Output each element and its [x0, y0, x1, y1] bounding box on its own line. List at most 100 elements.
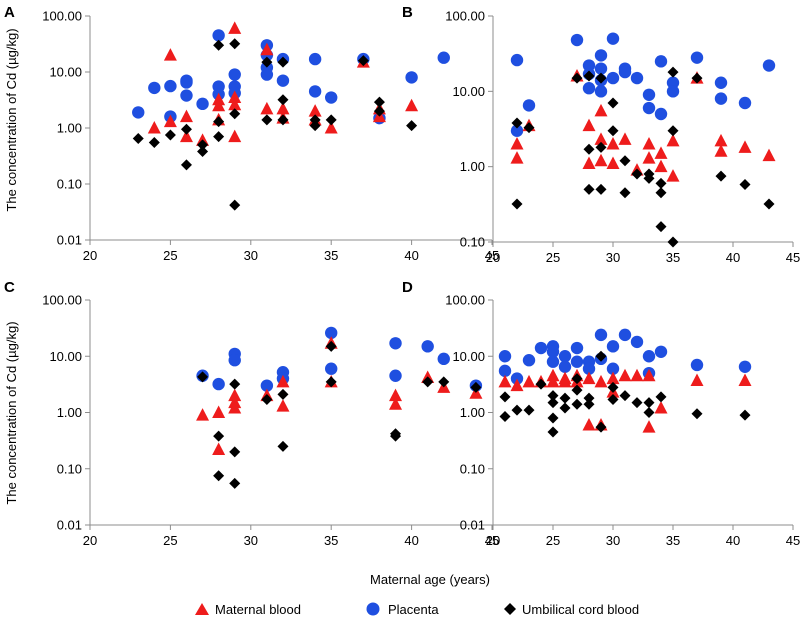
panels: A 0.01 0.10 1.00 10.00 100.00 20 25 30 35 40 45 B 0.1… — [4, 4, 800, 548]
y-tick-label: 0.10 — [57, 461, 82, 476]
placenta-point — [260, 379, 274, 392]
umbilical-cord-blood-point — [643, 407, 655, 418]
legend-label-maternal-blood: Maternal blood — [215, 602, 301, 617]
placenta-point — [308, 85, 322, 98]
maternal-blood-point — [630, 368, 644, 382]
umbilical-cord-blood-point — [261, 394, 273, 406]
placenta-point — [570, 355, 584, 368]
umbilical-cord-blood-point — [325, 340, 337, 352]
panel-label: A — [4, 4, 15, 21]
placenta-point — [228, 354, 241, 367]
umbilical-cord-blood-point — [277, 56, 289, 68]
placenta-point — [582, 362, 596, 375]
umbilical-cord-blood-point — [667, 236, 679, 248]
umbilical-cord-blood-point — [523, 122, 535, 134]
placenta-point — [654, 55, 668, 68]
placenta-point — [498, 364, 512, 378]
umbilical-cord-blood-point — [595, 141, 607, 153]
umbilical-cord-blood-point — [213, 116, 225, 128]
y-tick-label: 0.10 — [460, 235, 485, 250]
placenta-point — [405, 71, 418, 84]
umbilical-cord-blood-point — [511, 404, 523, 416]
placenta-point — [164, 79, 177, 93]
maternal-blood-point — [276, 374, 290, 388]
umbilical-cord-blood-point — [619, 155, 631, 167]
panel-label: C — [4, 279, 15, 296]
x-tick-label: 45 — [485, 533, 499, 548]
maternal-blood-point — [594, 153, 608, 167]
placenta-point — [308, 52, 322, 66]
maternal-blood-point — [606, 136, 620, 150]
maternal-blood-point — [606, 371, 620, 385]
umbilical-cord-blood-point — [583, 392, 595, 404]
umbilical-cord-blood-point — [499, 410, 511, 422]
umbilical-cord-blood-point — [164, 129, 176, 141]
maternal-blood-point — [510, 136, 524, 150]
placenta-point — [690, 358, 704, 372]
umbilical-cord-blood-point — [277, 94, 289, 106]
maternal-blood-point — [558, 371, 572, 385]
umbilical-cord-blood-point — [691, 72, 703, 84]
umbilical-cord-blood-point — [229, 38, 241, 50]
placenta-point — [212, 29, 225, 42]
umbilical-cord-blood-point — [559, 402, 571, 414]
x-tick-label: 30 — [244, 248, 258, 263]
maternal-blood-point — [654, 159, 668, 173]
umbilical-cord-blood-point — [325, 376, 337, 388]
placenta-point — [606, 32, 620, 45]
umbilical-cord-blood-point — [631, 397, 643, 409]
placenta-point — [437, 51, 450, 64]
placenta-point — [642, 88, 656, 101]
umbilical-cord-blood-point — [213, 470, 225, 482]
placenta-point — [325, 362, 338, 375]
umbilical-cord-blood-point — [559, 392, 571, 404]
maternal-blood-point — [276, 101, 290, 115]
y-tick-label: 0.10 — [57, 177, 82, 192]
y-tick-label: 1.00 — [460, 159, 485, 174]
y-tick-label: 100.00 — [445, 9, 485, 24]
placenta-point — [522, 354, 536, 367]
maternal-blood-point — [582, 156, 596, 170]
maternal-blood-point — [179, 109, 193, 123]
placenta-point — [642, 101, 656, 115]
maternal-blood-point — [666, 133, 680, 147]
umbilical-cord-blood-point — [739, 178, 751, 190]
maternal-blood-point — [690, 373, 704, 387]
umbilical-cord-blood-point — [571, 72, 583, 84]
placenta-point — [522, 99, 536, 112]
umbilical-cord-blood-point — [277, 114, 289, 126]
umbilical-cord-blood-point — [595, 421, 607, 433]
umbilical-cord-blood-point — [309, 120, 321, 132]
y-axis-title-bottom: The concentration of Cd (µg/kg) — [4, 321, 19, 504]
maternal-blood-point — [389, 388, 403, 402]
x-tick-label: 35 — [324, 248, 338, 263]
placenta-point — [228, 68, 241, 81]
umbilical-cord-blood-point — [229, 477, 241, 489]
panel-label: B — [402, 4, 413, 21]
umbilical-cord-blood-point — [595, 72, 607, 84]
placenta-point — [654, 345, 668, 358]
placenta-point — [654, 107, 668, 121]
placenta-point — [132, 106, 145, 119]
umbilical-cord-blood-point — [229, 378, 241, 390]
maternal-blood-point — [606, 156, 620, 170]
umbilical-cord-blood-point — [213, 39, 225, 51]
placenta-point — [437, 352, 450, 366]
umbilical-cord-blood-point — [148, 137, 160, 149]
maternal-blood-point — [654, 401, 668, 414]
maternal-blood-point — [228, 129, 242, 143]
umbilical-cord-blood-point — [595, 183, 607, 195]
umbilical-cord-blood-point — [571, 384, 583, 396]
maternal-blood-point — [260, 42, 274, 56]
umbilical-cord-blood-point — [655, 187, 667, 199]
placenta-point — [389, 369, 402, 382]
umbilical-cord-blood-point — [607, 381, 619, 393]
umbilical-cord-blood-point — [390, 430, 402, 442]
x-tick-label: 30 — [244, 533, 258, 548]
x-tick-label: 40 — [404, 248, 418, 263]
umbilical-cord-blood-point — [547, 397, 559, 409]
umbilical-cord-blood-point — [229, 446, 241, 458]
umbilical-cord-blood-point — [277, 440, 289, 452]
triangle-marker-icon — [195, 603, 209, 615]
x-tick-label: 20 — [83, 533, 97, 548]
